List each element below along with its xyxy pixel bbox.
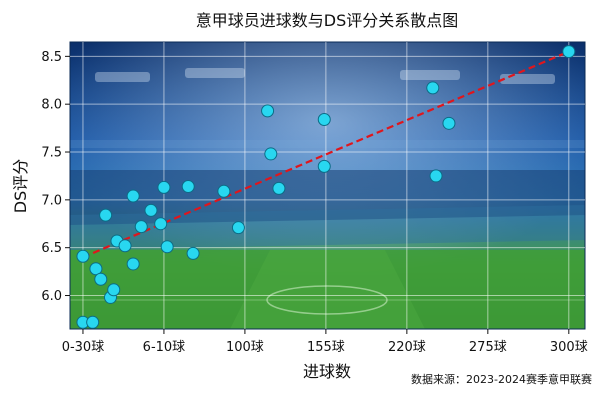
y-axis-label: DS评分: [11, 159, 30, 213]
x-tick-label: 100球: [226, 340, 264, 355]
x-tick-label: 275球: [469, 340, 507, 355]
data-point: [272, 181, 286, 195]
data-point: [134, 220, 148, 234]
y-tick-label: 7.0: [41, 193, 62, 208]
x-tick-label: 300球: [550, 340, 588, 355]
data-point: [181, 179, 195, 193]
data-point: [442, 116, 456, 130]
data-point: [99, 208, 113, 222]
x-tick-label: 6-10球: [143, 340, 186, 355]
data-point: [186, 246, 200, 260]
data-point: [107, 283, 121, 297]
scatter-points: [76, 45, 576, 329]
data-point: [160, 240, 174, 254]
data-source-note: 数据来源：2023-2024赛季意甲联赛: [411, 372, 592, 386]
data-point: [562, 45, 576, 59]
plot-frame: [69, 41, 586, 330]
data-point: [144, 203, 158, 217]
data-point: [217, 184, 231, 198]
y-tick-label: 6.5: [41, 241, 62, 256]
x-axis-label: 进球数: [303, 362, 351, 381]
y-tick-label: 8.0: [41, 98, 62, 113]
data-point: [126, 189, 140, 203]
grid-lines: [70, 42, 585, 329]
data-point: [261, 104, 275, 118]
chart-title: 意甲球员进球数与DS评分关系散点图: [196, 11, 458, 30]
data-point: [231, 221, 245, 235]
y-tick-label: 8.5: [41, 50, 62, 65]
x-tick-label: 155球: [307, 340, 345, 355]
data-point: [317, 159, 331, 173]
data-point: [126, 257, 140, 271]
data-point: [157, 180, 171, 194]
y-tick-label: 7.5: [41, 146, 62, 161]
data-point: [429, 169, 443, 183]
y-axis-ticks: 6.0 6.5 7.0 7.5 8.0 8.5: [41, 50, 70, 304]
data-point: [118, 239, 132, 253]
data-point: [426, 81, 440, 95]
x-tick-label: 220球: [388, 340, 426, 355]
data-point: [86, 315, 100, 329]
data-point: [317, 112, 331, 126]
data-point: [264, 147, 278, 161]
data-point: [89, 262, 103, 276]
data-point: [154, 217, 168, 231]
stadium-background: [70, 42, 585, 329]
x-tick-label: 0-30球: [62, 340, 105, 355]
data-point: [94, 272, 108, 286]
y-tick-label: 6.0: [41, 289, 62, 304]
x-axis-ticks: 0-30球 6-10球 100球 155球 220球 275球 300球: [62, 329, 588, 355]
data-point: [76, 249, 90, 263]
